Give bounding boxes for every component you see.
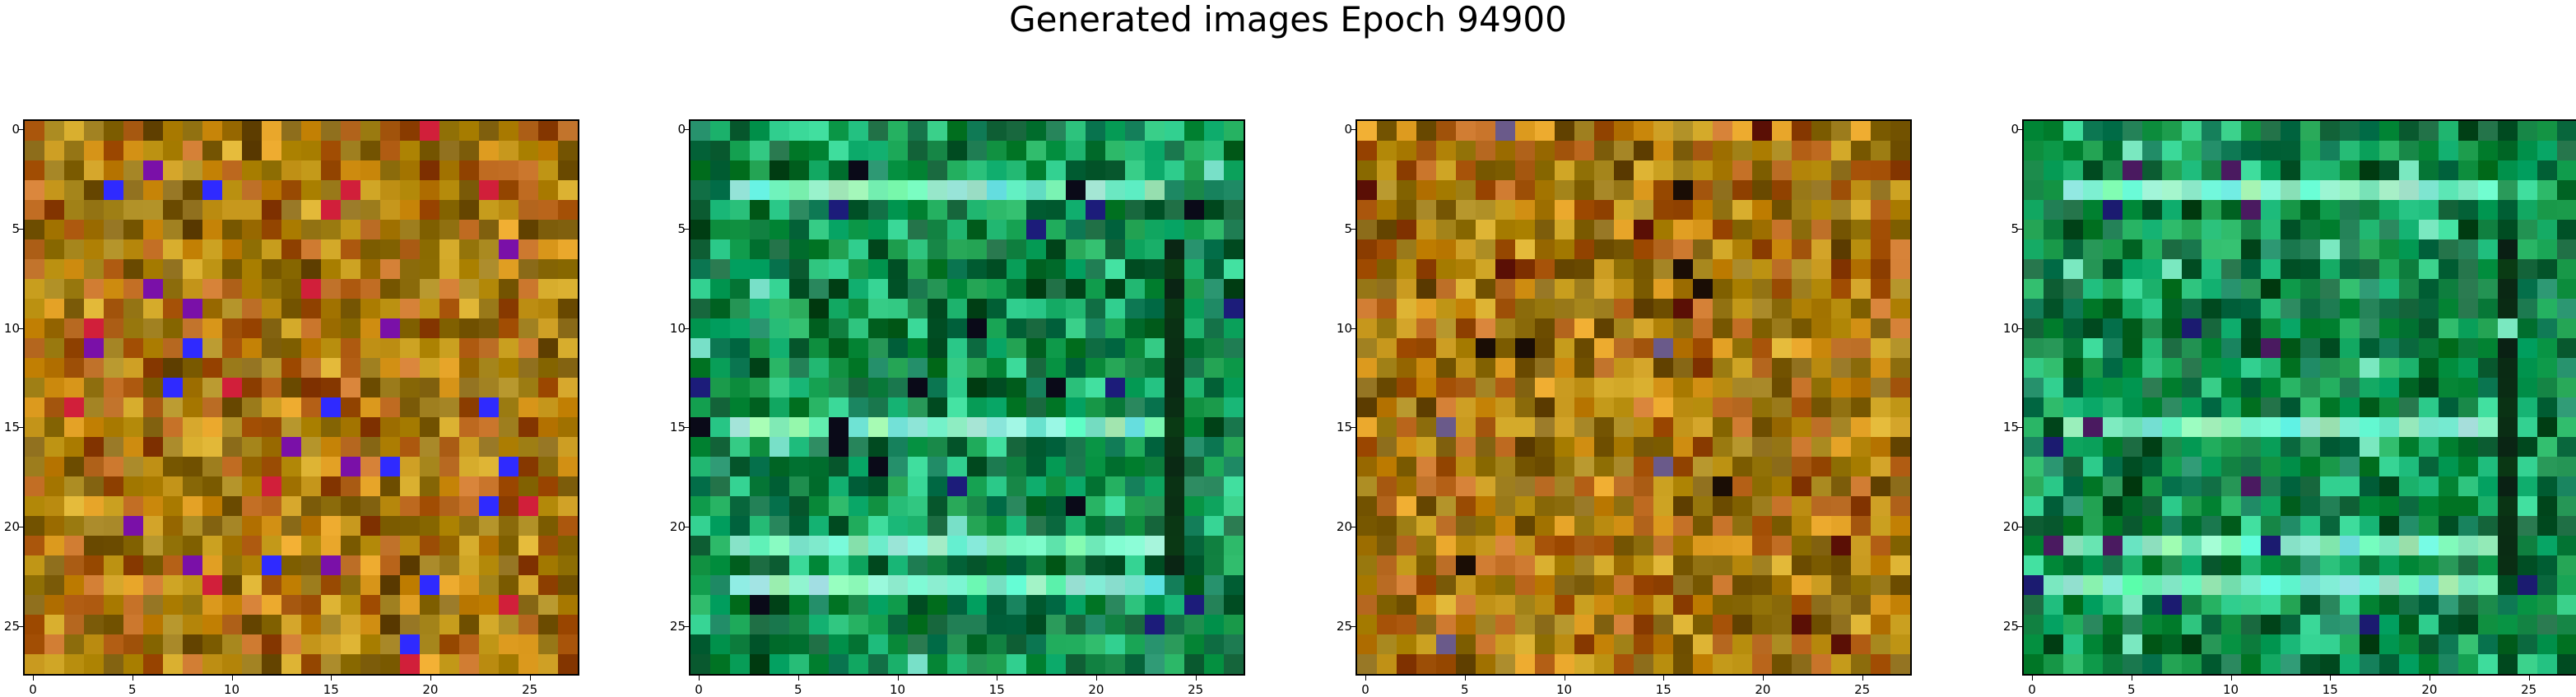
y-tick-mark bbox=[2017, 427, 2022, 429]
x-tick-mark bbox=[2528, 676, 2530, 681]
y-tick-mark bbox=[18, 625, 23, 627]
x-tick-mark bbox=[797, 676, 799, 681]
x-tick-label: 10 bbox=[2222, 682, 2239, 697]
y-tick-label: 20 bbox=[3, 518, 20, 534]
x-tick-mark bbox=[1095, 676, 1097, 681]
x-tick-label: 0 bbox=[695, 682, 703, 697]
y-tick-label: 20 bbox=[1336, 518, 1352, 534]
x-tick-mark bbox=[1365, 676, 1367, 681]
y-tick-label: 25 bbox=[1336, 618, 1352, 634]
y-tick-mark bbox=[18, 427, 23, 429]
y-tick-mark bbox=[1351, 427, 1355, 429]
x-tick-label: 25 bbox=[1854, 682, 1871, 697]
x-tick-label: 5 bbox=[2127, 682, 2136, 697]
generated-image-3 bbox=[1355, 119, 1912, 676]
y-tick-label: 0 bbox=[12, 122, 20, 137]
y-tick-mark bbox=[18, 328, 23, 329]
y-tick-label: 15 bbox=[1336, 420, 1352, 435]
x-tick-mark bbox=[529, 676, 531, 681]
x-tick-mark bbox=[1195, 676, 1197, 681]
y-tick-label: 10 bbox=[1336, 320, 1352, 336]
x-tick-label: 0 bbox=[2028, 682, 2036, 697]
y-tick-mark bbox=[684, 427, 689, 429]
x-tick-mark bbox=[1862, 676, 1863, 681]
figure-title: Generated images Epoch 94900 bbox=[1009, 0, 1567, 39]
x-tick-mark bbox=[1464, 676, 1466, 681]
y-tick-label: 5 bbox=[677, 221, 686, 236]
y-tick-label: 15 bbox=[3, 420, 20, 435]
x-tick-label: 15 bbox=[323, 682, 339, 697]
x-tick-mark bbox=[2230, 676, 2232, 681]
x-tick-label: 10 bbox=[889, 682, 906, 697]
x-tick-label: 0 bbox=[29, 682, 37, 697]
y-tick-mark bbox=[2017, 129, 2022, 131]
x-tick-label: 20 bbox=[1088, 682, 1104, 697]
x-tick-mark bbox=[430, 676, 431, 681]
y-tick-label: 10 bbox=[2002, 320, 2019, 336]
x-tick-mark bbox=[1762, 676, 1764, 681]
y-tick-label: 0 bbox=[2011, 122, 2019, 137]
generated-image-1-pixels bbox=[25, 121, 578, 674]
y-tick-label: 5 bbox=[12, 221, 20, 236]
y-tick-mark bbox=[18, 129, 23, 131]
x-tick-mark bbox=[331, 676, 332, 681]
y-tick-mark bbox=[2017, 228, 2022, 230]
x-tick-label: 5 bbox=[128, 682, 137, 697]
x-tick-label: 15 bbox=[1655, 682, 1672, 697]
x-tick-label: 0 bbox=[1361, 682, 1369, 697]
y-tick-mark bbox=[684, 129, 689, 131]
x-tick-label: 25 bbox=[1188, 682, 1204, 697]
y-tick-label: 15 bbox=[669, 420, 686, 435]
x-tick-label: 25 bbox=[2521, 682, 2537, 697]
x-tick-label: 20 bbox=[1755, 682, 1771, 697]
y-tick-label: 10 bbox=[669, 320, 686, 336]
x-tick-label: 25 bbox=[522, 682, 538, 697]
y-tick-mark bbox=[2017, 625, 2022, 627]
generated-image-2 bbox=[689, 119, 1245, 676]
x-tick-label: 20 bbox=[422, 682, 439, 697]
y-tick-label: 5 bbox=[2011, 221, 2019, 236]
y-tick-label: 5 bbox=[1344, 221, 1352, 236]
y-tick-label: 25 bbox=[3, 618, 20, 634]
y-tick-label: 15 bbox=[2002, 420, 2019, 435]
y-tick-mark bbox=[684, 625, 689, 627]
y-tick-mark bbox=[1351, 328, 1355, 329]
y-tick-mark bbox=[2017, 328, 2022, 329]
y-tick-mark bbox=[18, 228, 23, 230]
generated-image-2-pixels bbox=[690, 121, 1244, 674]
generated-image-4 bbox=[2022, 119, 2576, 676]
x-tick-mark bbox=[1663, 676, 1665, 681]
y-tick-label: 20 bbox=[669, 518, 686, 534]
x-tick-mark bbox=[897, 676, 899, 681]
y-tick-label: 25 bbox=[669, 618, 686, 634]
x-tick-label: 20 bbox=[2421, 682, 2438, 697]
generated-image-4-pixels bbox=[2024, 121, 2576, 674]
y-tick-label: 0 bbox=[1344, 122, 1352, 137]
x-tick-label: 5 bbox=[1461, 682, 1469, 697]
x-tick-mark bbox=[2032, 676, 2034, 681]
y-tick-mark bbox=[684, 328, 689, 329]
x-tick-mark bbox=[2330, 676, 2332, 681]
x-tick-mark bbox=[231, 676, 233, 681]
y-tick-mark bbox=[1351, 129, 1355, 131]
x-tick-label: 5 bbox=[794, 682, 802, 697]
y-tick-mark bbox=[1351, 625, 1355, 627]
x-tick-mark bbox=[699, 676, 700, 681]
x-tick-label: 10 bbox=[1555, 682, 1573, 697]
y-tick-label: 20 bbox=[2002, 518, 2019, 534]
x-tick-label: 15 bbox=[2322, 682, 2338, 697]
y-tick-mark bbox=[1351, 228, 1355, 230]
x-tick-label: 15 bbox=[988, 682, 1005, 697]
x-tick-label: 10 bbox=[223, 682, 240, 697]
y-tick-label: 25 bbox=[2002, 618, 2019, 634]
generated-image-1 bbox=[23, 119, 579, 676]
y-tick-label: 0 bbox=[677, 122, 686, 137]
x-tick-mark bbox=[33, 676, 35, 681]
generated-image-3-pixels bbox=[1357, 121, 1910, 674]
y-tick-label: 10 bbox=[3, 320, 20, 336]
y-tick-mark bbox=[684, 228, 689, 230]
